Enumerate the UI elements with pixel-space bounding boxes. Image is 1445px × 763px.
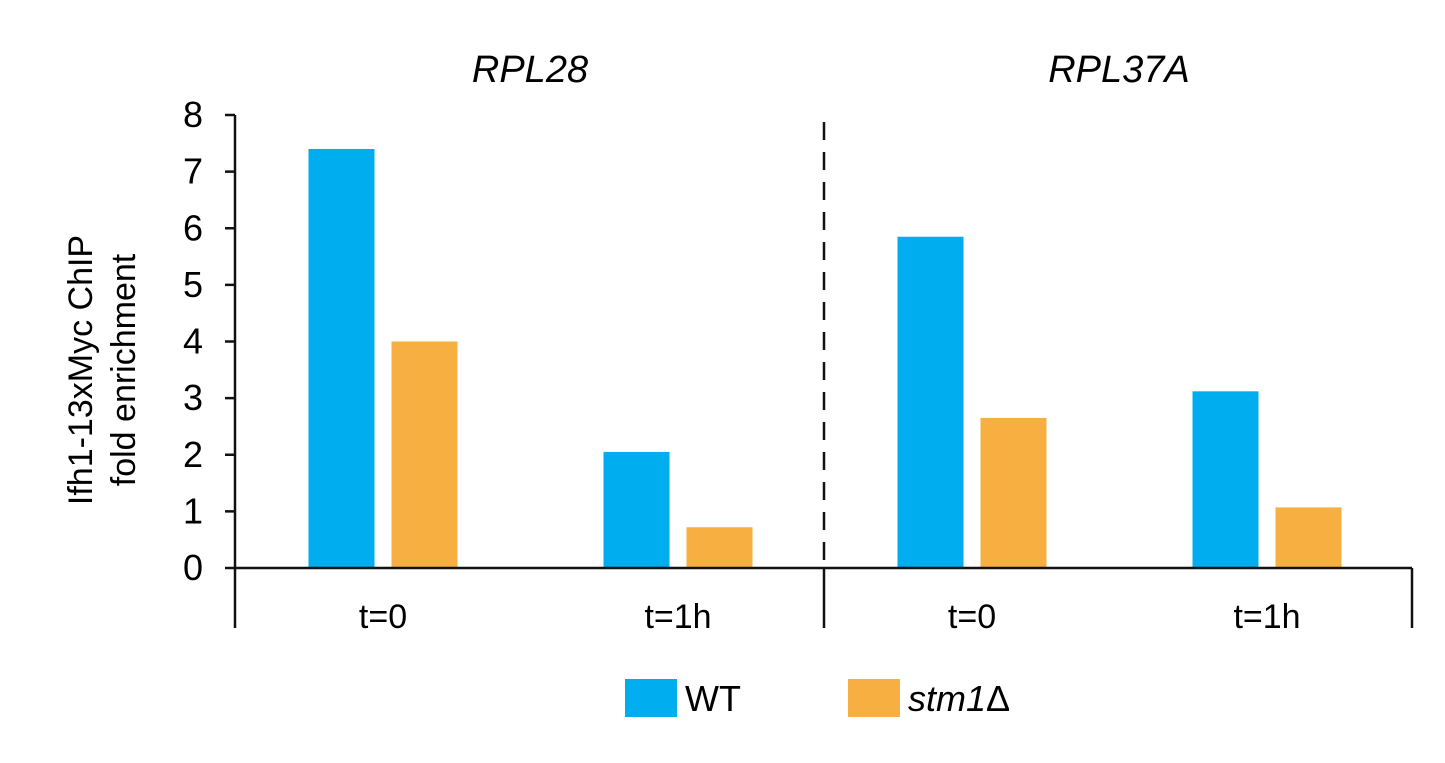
y-axis-label-line-1: Ifh1-13xMyc ChIP	[62, 235, 100, 505]
group-title-rpl37a: RPL37A	[1048, 49, 1190, 91]
bars	[308, 148, 1342, 568]
y-tick-label: 4	[183, 321, 203, 362]
y-tick-label: 0	[183, 547, 203, 588]
legend-label-wt: WT	[685, 678, 741, 719]
bar-stm1-3	[1275, 507, 1342, 568]
legend-swatch-wt	[625, 679, 677, 717]
category-label: t=1h	[1233, 598, 1300, 636]
legend-label-stm1-suffix: Δ	[986, 678, 1010, 719]
legend-swatch-stm1	[848, 679, 900, 717]
y-tick-label: 1	[183, 490, 203, 531]
group-title-rpl28: RPL28	[472, 49, 588, 91]
bar-wt-3	[1192, 391, 1259, 568]
y-tick-label: 6	[183, 207, 203, 248]
bar-stm1-0	[391, 341, 458, 568]
category-labels: t=0 t=1h t=0 t=1h	[359, 598, 1301, 636]
bar-stm1-1	[686, 527, 753, 568]
x-axis	[235, 566, 1414, 628]
bar-wt-1	[603, 451, 670, 568]
y-tick-label: 3	[183, 377, 203, 418]
legend-label-stm1-italic: stm1	[908, 678, 986, 719]
y-tick-label: 5	[183, 264, 203, 305]
category-label: t=0	[948, 598, 996, 636]
bar-wt-2	[897, 236, 964, 568]
category-label: t=0	[359, 598, 407, 636]
y-axis	[225, 113, 237, 628]
y-tick-label: 2	[183, 434, 203, 475]
legend: WT stm1Δ	[625, 678, 1010, 719]
bar-wt-0	[308, 148, 375, 568]
y-tick-labels: 0 1 2 3 4 5 6 7 8	[183, 94, 203, 588]
y-tick-label: 7	[183, 151, 203, 192]
category-label: t=1h	[644, 598, 711, 636]
legend-label-stm1: stm1Δ	[908, 678, 1010, 719]
y-tick-label: 8	[183, 94, 203, 135]
y-axis-label-line-2: fold enrichment	[105, 253, 143, 486]
bar-stm1-2	[980, 417, 1047, 568]
